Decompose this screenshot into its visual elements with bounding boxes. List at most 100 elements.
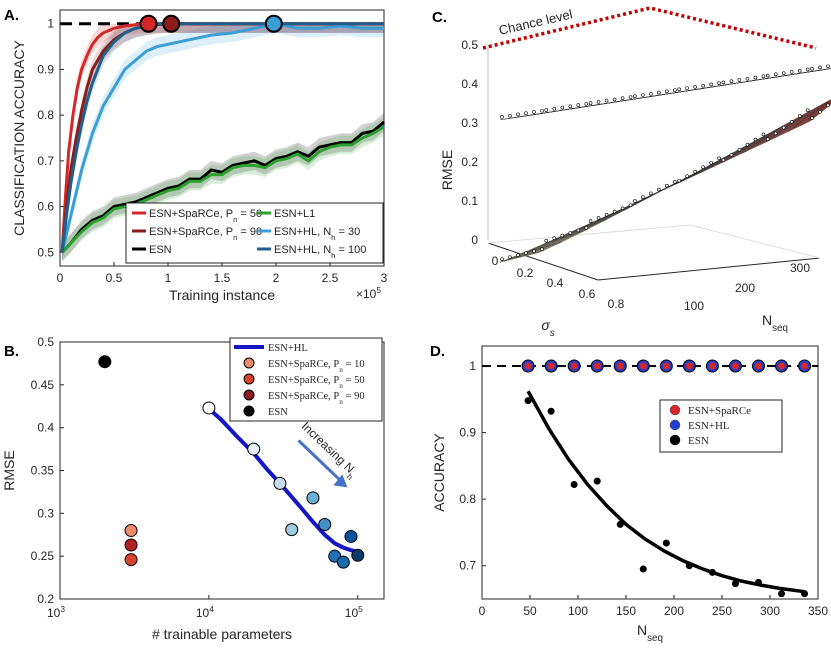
floor-right-edge [689, 224, 821, 259]
z-tick-label: 0 [471, 233, 478, 247]
x-tick-label: 2.5 [322, 271, 339, 285]
sample-dot [729, 79, 734, 84]
lower-surface-cell [624, 196, 651, 210]
sample-dot [588, 219, 593, 223]
y-tick-label: 0.3 [37, 506, 54, 520]
x-tick-label: 2 [273, 271, 280, 285]
sparce-point [524, 362, 532, 370]
z-tick-label: 0.3 [461, 116, 478, 130]
data-point [124, 523, 138, 537]
sample-dot [765, 73, 770, 78]
y-tick-label: 0.5 [37, 245, 54, 259]
esn-point [570, 480, 578, 488]
data-point [306, 491, 320, 505]
lower-surface-cell [823, 99, 831, 105]
sample-dot [508, 113, 512, 118]
sample-dot [588, 101, 593, 105]
x-tick-label: 50 [523, 604, 537, 618]
sparce-point [801, 362, 809, 370]
sample-dot [677, 178, 681, 183]
y-tick-label: 300 [790, 261, 810, 275]
sparce-point [593, 362, 601, 370]
legend-entry: ESN+SpaRCe, Pn = 10 [268, 359, 365, 374]
sparce-point [570, 362, 578, 370]
sample-dot [560, 233, 565, 238]
sample-dot [693, 85, 697, 89]
esn-point [593, 477, 601, 485]
y-tick-label: 0.7 [459, 559, 476, 573]
esn-point [639, 565, 647, 573]
sample-dot [709, 82, 713, 87]
panel-label-b: B. [4, 343, 19, 360]
upper-surface-cell [823, 68, 831, 70]
legend-d [659, 399, 783, 453]
x-tick-label: 1.5 [214, 271, 231, 285]
legend-a [125, 202, 384, 264]
data-point [98, 355, 112, 369]
sample-dot [612, 97, 617, 102]
sparce-point [616, 362, 624, 370]
sample-dot [657, 187, 661, 192]
x-axis-label: # trainable parameters [152, 626, 292, 642]
sparce-point [754, 362, 762, 370]
data-point [124, 553, 138, 567]
legend-swatch [669, 419, 681, 431]
sparce-point [662, 362, 670, 370]
sample-dot [568, 231, 573, 235]
sample-dot [560, 105, 565, 110]
esn-point [708, 568, 716, 576]
sample-dot [685, 174, 689, 178]
x-axis-line [487, 242, 599, 281]
convergence-marker [139, 14, 158, 33]
sparce-point [731, 362, 739, 370]
sample-dot [604, 98, 609, 103]
y-tick-label: 0.9 [37, 62, 54, 76]
esn-point [547, 407, 555, 415]
sample-dot [544, 108, 549, 112]
legend-entry: ESN+HL [268, 343, 308, 354]
sample-dot [797, 114, 802, 118]
series-line [61, 120, 385, 254]
sample-dot [701, 83, 705, 88]
sample-dot [532, 249, 536, 253]
convergence-marker [162, 14, 181, 33]
sample-dot [633, 94, 637, 99]
legend-entry: ESN [268, 407, 288, 418]
sample-dot [628, 95, 633, 99]
sparce-point [778, 362, 786, 370]
y-tick-label: 0.9 [459, 426, 476, 440]
x-tick-label: 0.4 [547, 276, 564, 290]
panel-label-d: D. [430, 343, 445, 360]
legend-entry: ESN+L1 [274, 208, 315, 220]
z-axis-label: RMSE [439, 150, 455, 190]
y-tick-label: 1 [47, 17, 54, 31]
sample-dot [508, 255, 512, 260]
x-tick-label: 200 [664, 604, 684, 618]
sample-dot [729, 153, 734, 157]
sample-dot [500, 257, 504, 262]
x-tick-label: 0 [57, 271, 64, 285]
sample-dot [620, 96, 625, 101]
x-tick-label: 104 [196, 604, 214, 620]
floor-back-edge [487, 224, 691, 244]
sample-dot [761, 74, 766, 79]
data-point [247, 442, 261, 456]
legend-swatch [243, 389, 255, 401]
x-axis-label: Nseq [637, 622, 663, 644]
data-point [124, 538, 138, 552]
sample-dot [620, 206, 625, 211]
data-point [202, 401, 216, 415]
sample-dot [544, 238, 549, 243]
chart-d: 0 50 100 150 200 250 300 350 0.7 0.8 0.9 1 Nseq ACCUR… [431, 345, 828, 644]
sample-dot [761, 132, 766, 137]
legend-entry: ESN+HL, Nh = 30 [274, 226, 360, 242]
hl-fit-curve [207, 407, 359, 554]
legend-entry: ESN+HL, Nh = 100 [274, 244, 366, 260]
sparce-point [708, 362, 716, 370]
sample-dot [540, 247, 544, 251]
increasing-arrow [297, 439, 345, 485]
sample-dot [818, 65, 822, 70]
sparce-point [685, 362, 693, 370]
sample-dot [701, 165, 705, 170]
y-axis-label: CLASSIFICATION ACCURACY [11, 39, 27, 235]
